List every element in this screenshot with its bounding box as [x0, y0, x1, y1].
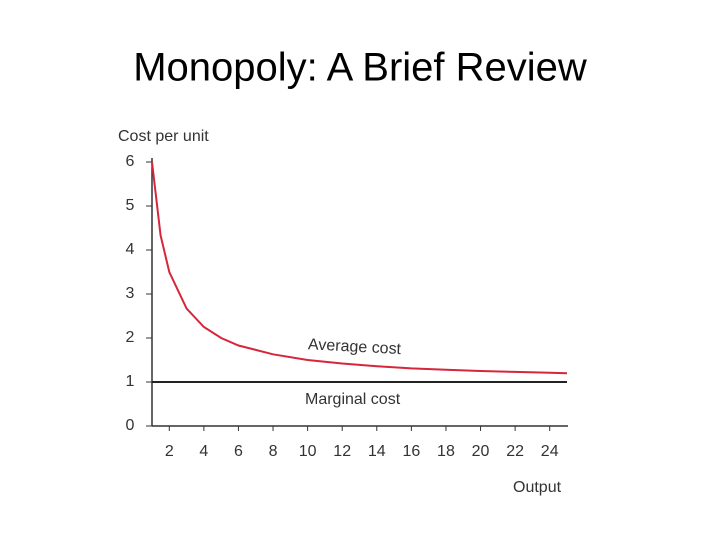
- y-tick-label: 5: [126, 197, 135, 214]
- x-tick-label: 4: [199, 443, 208, 460]
- x-tick-label: 14: [368, 443, 386, 460]
- x-tick-label: 18: [437, 443, 455, 460]
- y-tick-label: 4: [126, 241, 135, 258]
- x-tick-label: 10: [299, 443, 317, 460]
- y-tick-label: 3: [126, 285, 135, 302]
- y-axis-label: Cost per unit: [118, 128, 209, 145]
- y-tick-label: 2: [126, 329, 135, 346]
- x-tick-label: 24: [541, 443, 559, 460]
- series-label: Marginal cost: [305, 391, 401, 408]
- x-tick-label: 8: [269, 443, 278, 460]
- x-axis-label: Output: [513, 479, 562, 496]
- x-tick-label: 20: [472, 443, 490, 460]
- x-tick-label: 22: [506, 443, 524, 460]
- series-label: Average cost: [308, 336, 402, 358]
- slide-title: Monopoly: A Brief Review: [133, 46, 587, 90]
- series-line: [151, 161, 568, 375]
- y-tick-label: 6: [126, 153, 135, 170]
- x-tick-label: 6: [234, 443, 243, 460]
- x-tick-label: 2: [165, 443, 174, 460]
- x-tick-label: 12: [333, 443, 351, 460]
- y-tick-label: 0: [126, 417, 135, 434]
- x-tick-label: 16: [402, 443, 420, 460]
- y-tick-label: 1: [126, 373, 135, 390]
